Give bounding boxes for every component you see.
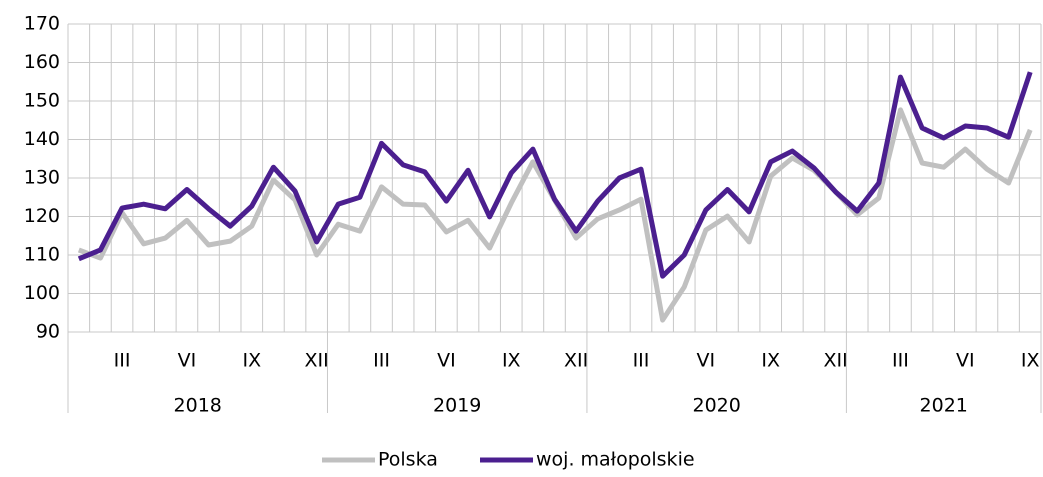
group-label: 2018 [174, 395, 222, 417]
x-tick-label: VI [956, 350, 975, 372]
y-tick-label: 120 [24, 205, 60, 227]
legend-label: woj. małopolskie [536, 449, 695, 471]
line-series [77, 71, 1033, 279]
x-tick-label: III [114, 350, 131, 372]
y-tick-label: 90 [36, 321, 60, 343]
x-tick-label: VI [437, 350, 456, 372]
y-tick-label: 140 [24, 128, 60, 150]
x-tick-label: IX [502, 350, 521, 372]
x-tick-label: XII [823, 350, 847, 372]
y-tick-label: 130 [24, 167, 60, 189]
group-label: 2020 [692, 395, 740, 417]
group-label: 2021 [920, 395, 968, 417]
x-tick-label: IX [761, 350, 780, 372]
y-tick-label: 170 [24, 13, 60, 35]
x-tick-label: VI [178, 350, 197, 372]
x-tick-label: XII [564, 350, 588, 372]
x-tick-label: III [633, 350, 650, 372]
x-tick-label: IX [242, 350, 261, 372]
y-tick-label: 100 [24, 282, 60, 304]
y-tick-label: 110 [24, 244, 60, 266]
x-tick-label: XII [305, 350, 329, 372]
x-tick-label: III [373, 350, 390, 372]
x-tick-label: IX [1021, 350, 1040, 372]
x-tick-label: III [892, 350, 909, 372]
legend-label: Polska [378, 449, 438, 471]
group-label: 2019 [433, 395, 481, 417]
y-tick-label: 160 [24, 51, 60, 73]
x-tick-label: VI [697, 350, 716, 372]
y-tick-label: 150 [24, 90, 60, 112]
